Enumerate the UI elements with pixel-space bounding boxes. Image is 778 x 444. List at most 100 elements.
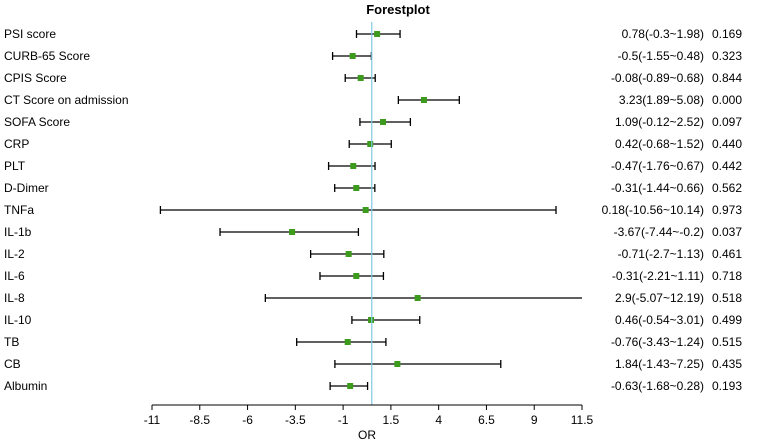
row-label: SOFA Score [4,115,70,129]
p-value: 0.169 [712,27,742,41]
point-estimate [362,207,369,213]
x-tick-label: -8.5 [189,413,210,427]
forest-row: CURB-65 Score -0.5(-1.55~0.48) 0.323 [4,49,742,63]
row-label: IL-1b [4,225,32,239]
x-axis: -11 -8.5 -6 -3.5 -1 1.5 4 6.5 9 11.5 [144,404,594,427]
point-estimate [349,53,356,59]
ci-text: -0.08(-0.89~0.68) [611,71,704,85]
row-label: D-Dimer [4,181,49,195]
x-axis-label: OR [358,428,376,442]
row-label: CPIS Score [4,71,67,85]
p-value: 0.973 [712,203,742,217]
x-tick-label: 9 [531,413,538,427]
forest-row: PLT -0.47(-1.76~0.67) 0.442 [4,159,742,173]
point-estimate [367,141,374,147]
point-estimate [350,163,357,169]
point-estimate [394,361,401,367]
forest-row: SOFA Score 1.09(-0.12~2.52) 0.097 [4,115,742,129]
row-label: CRP [4,137,29,151]
row-label: IL-6 [4,269,25,283]
forest-row: IL-10 0.46(-0.54~3.01) 0.499 [4,313,742,327]
ci-text: -0.76(-3.43~1.24) [611,335,704,349]
x-tick-label: 4 [435,413,442,427]
row-label: IL-8 [4,291,25,305]
row-label: TNFa [4,203,34,217]
point-estimate [345,251,352,257]
forest-row: IL-2 -0.71(-2.7~1.13) 0.461 [4,247,742,261]
point-estimate [380,119,387,125]
x-tick-label: 11.5 [571,413,594,427]
point-estimate [374,31,381,37]
forest-row: IL-1b -3.67(-7.44~-0.2) 0.037 [4,225,742,239]
row-label: Albumin [4,379,47,393]
ci-text: 3.23(1.89~5.08) [619,93,704,107]
x-tick-label: -11 [144,413,161,427]
forest-row: IL-8 2.9(-5.07~12.19) 0.518 [4,291,742,305]
p-value: 0.435 [712,357,742,371]
forest-row: TNFa 0.18(-10.56~10.14) 0.973 [4,203,742,217]
point-estimate [353,185,360,191]
ci-text: -0.63(-1.68~0.28) [611,379,704,393]
point-estimate [414,295,421,301]
x-tick-label: -1 [338,413,349,427]
point-estimate [344,339,351,345]
forest-row: PSI score 0.78(-0.3~1.98) 0.169 [4,27,742,41]
row-label: CT Score on admission [4,93,129,107]
point-estimate [368,317,375,323]
p-value: 0.097 [712,115,742,129]
point-estimate [420,97,427,103]
ci-text: -0.47(-1.76~0.67) [611,159,704,173]
forest-row: TB -0.76(-3.43~1.24) 0.515 [4,335,742,349]
p-value: 0.718 [712,269,742,283]
ci-text: -0.31(-1.44~0.66) [611,181,704,195]
p-value: 0.844 [712,71,742,85]
p-value: 0.000 [712,93,742,107]
row-label: TB [4,335,19,349]
ci-text: 1.09(-0.12~2.52) [615,115,704,129]
x-tick-label: -3.5 [285,413,306,427]
point-estimate [357,75,364,81]
p-value: 0.499 [712,313,742,327]
forest-rows: PSI score 0.78(-0.3~1.98) 0.169 CURB-65 Sco… [4,27,742,393]
forest-row: CB 1.84(-1.43~7.25) 0.435 [4,357,742,371]
forest-row: CRP 0.42(-0.68~1.52) 0.440 [4,137,742,151]
ci-text: -3.67(-7.44~-0.2) [614,225,704,239]
p-value: 0.193 [712,379,742,393]
row-label: CB [4,357,21,371]
ci-text: -0.71(-2.7~1.13) [618,247,704,261]
x-tick-label: 1.5 [383,413,400,427]
p-value: 0.440 [712,137,742,151]
forest-row: CT Score on admission 3.23(1.89~5.08) 0.00… [4,93,742,107]
forest-row: Albumin -0.63(-1.68~0.28) 0.193 [4,379,742,393]
p-value: 0.037 [712,225,742,239]
ci-text: 0.78(-0.3~1.98) [622,27,704,41]
ci-text: 2.9(-5.07~12.19) [615,291,704,305]
p-value: 0.562 [712,181,742,195]
ci-text: 1.84(-1.43~7.25) [615,357,704,371]
row-label: PSI score [4,27,56,41]
ci-text: 0.42(-0.68~1.52) [615,137,704,151]
p-value: 0.518 [712,291,742,305]
ci-text: -0.31(-2.21~1.11) [612,269,704,283]
row-label: IL-2 [4,247,25,261]
row-label: IL-10 [4,313,32,327]
forest-row: CPIS Score -0.08(-0.89~0.68) 0.844 [4,71,742,85]
p-value: 0.442 [712,159,742,173]
point-estimate [353,273,360,279]
point-estimate [289,229,296,235]
p-value: 0.323 [712,49,742,63]
ci-text: 0.46(-0.54~3.01) [615,313,704,327]
forest-row: D-Dimer -0.31(-1.44~0.66) 0.562 [4,181,742,195]
forest-row: IL-6 -0.31(-2.21~1.11) 0.718 [4,269,742,283]
chart-title: Forestplot [366,2,430,17]
p-value: 0.461 [712,247,742,261]
x-tick-label: -6 [242,413,253,427]
ci-text: 0.18(-10.56~10.14) [602,203,704,217]
p-value: 0.515 [712,335,742,349]
row-label: PLT [4,159,26,173]
x-tick-label: 6.5 [478,413,495,427]
point-estimate [347,383,354,389]
row-label: CURB-65 Score [4,49,90,63]
ci-text: -0.5(-1.55~0.48) [618,49,704,63]
